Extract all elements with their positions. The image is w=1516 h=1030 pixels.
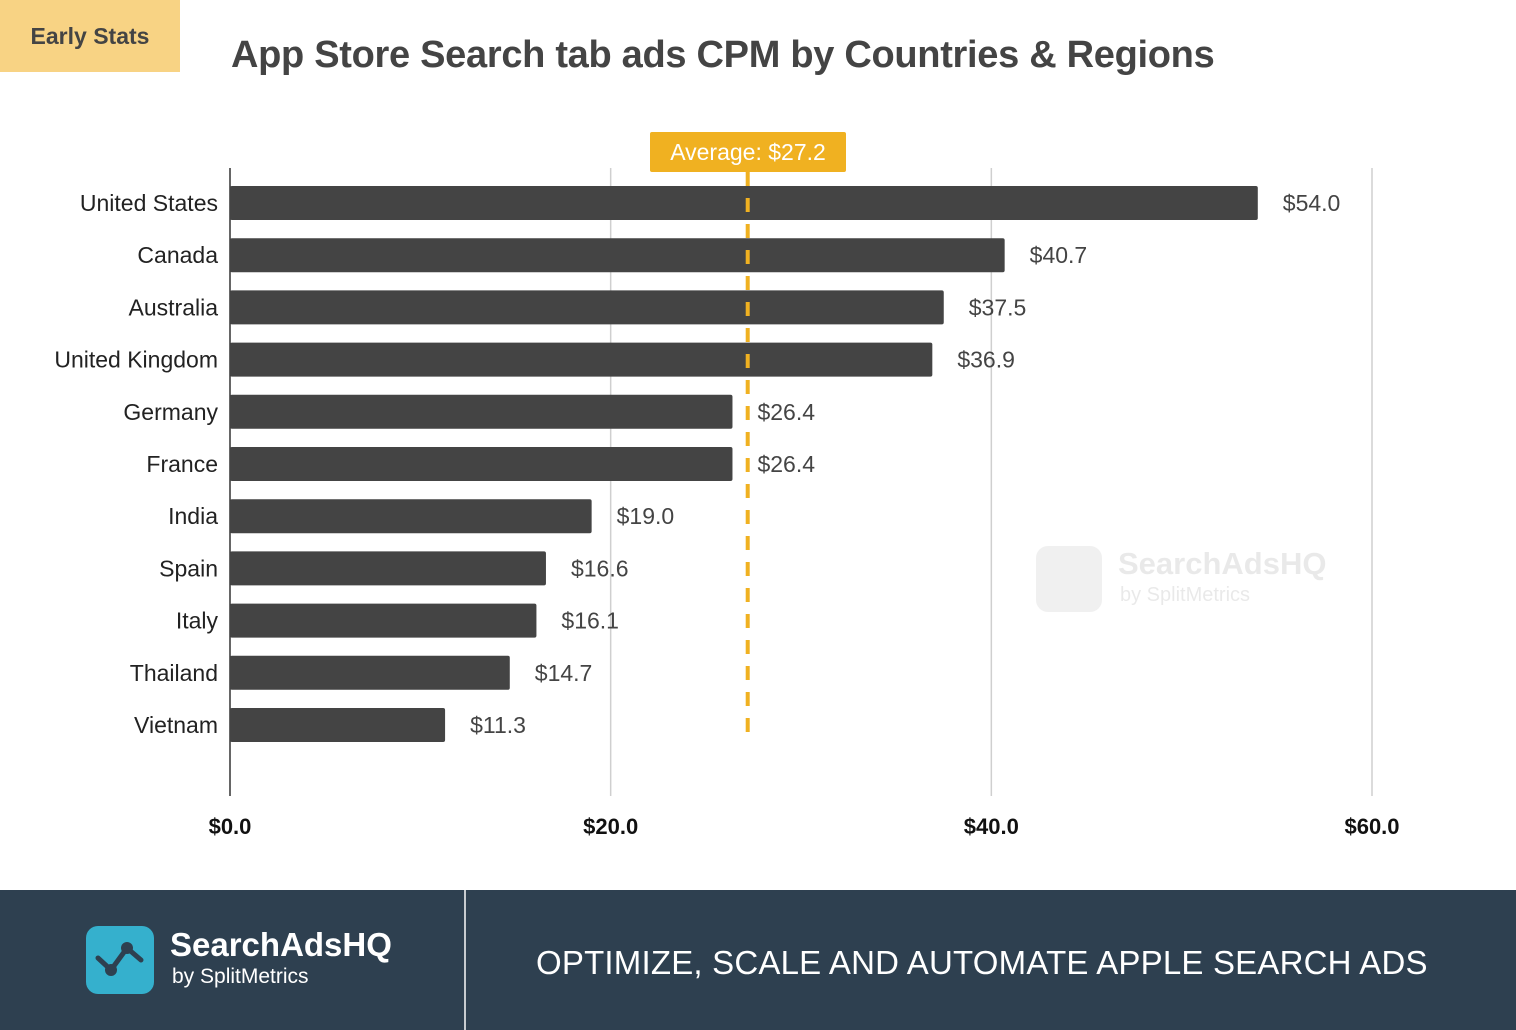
bar <box>230 603 537 638</box>
value-label: $11.3 <box>470 712 526 738</box>
bar <box>230 551 546 586</box>
category-label: Vietnam <box>134 712 218 738</box>
category-label: Italy <box>176 608 219 634</box>
category-label: Australia <box>129 294 219 320</box>
average-label: Average: $27.2 <box>670 139 826 165</box>
value-label: $16.6 <box>571 555 629 581</box>
bar <box>230 708 446 742</box>
footer-banner: SearchAdsHQ by SplitMetrics OPTIMIZE, SC… <box>0 890 1516 1030</box>
watermark-sub: by SplitMetrics <box>1120 584 1251 606</box>
value-label: $36.9 <box>957 347 1015 373</box>
bar <box>230 238 1005 273</box>
category-label: United Kingdom <box>54 347 218 373</box>
bar <box>230 342 933 377</box>
bar <box>230 186 1258 220</box>
watermark-icon <box>1036 546 1102 612</box>
bar <box>230 447 733 481</box>
x-tick-label: $40.0 <box>964 814 1019 839</box>
value-label: $14.7 <box>535 660 593 686</box>
value-label: $16.1 <box>561 608 619 634</box>
bar <box>230 655 510 690</box>
bar-chart: $0.0 $20.0 $40.0 $60.0 United States $54.0 Can… <box>54 132 1400 839</box>
category-label: United States <box>80 190 218 216</box>
logo-name: SearchAdsHQ <box>170 926 392 963</box>
footer-divider <box>464 890 466 1030</box>
bar <box>230 394 733 429</box>
category-label: France <box>146 451 218 477</box>
category-label: Canada <box>137 242 218 268</box>
early-stats-badge: Early Stats <box>0 0 180 72</box>
category-label: Spain <box>159 555 218 581</box>
slogan: OPTIMIZE, SCALE AND AUTOMATE APPLE SEARC… <box>536 944 1428 981</box>
chart-title: App Store Search tab ads CPM by Countrie… <box>231 34 1215 76</box>
x-tick-label: $20.0 <box>583 814 638 839</box>
x-tick-label: $60.0 <box>1344 814 1399 839</box>
value-label: $40.7 <box>1030 242 1088 268</box>
value-label: $54.0 <box>1283 190 1341 216</box>
category-label: India <box>168 503 218 529</box>
value-label: $26.4 <box>757 399 815 425</box>
average-label-box <box>650 132 846 172</box>
logo-sub: by SplitMetrics <box>172 965 309 988</box>
watermark-name: SearchAdsHQ <box>1118 546 1327 581</box>
value-label: $26.4 <box>757 451 815 477</box>
x-tick-label: $0.0 <box>209 814 252 839</box>
category-label: Thailand <box>130 660 218 686</box>
value-label: $37.5 <box>969 294 1027 320</box>
value-label: $19.0 <box>617 503 675 529</box>
bar <box>230 290 944 325</box>
searchadshq-logo-icon <box>86 926 154 994</box>
category-label: Germany <box>123 399 218 425</box>
bar <box>230 499 592 534</box>
